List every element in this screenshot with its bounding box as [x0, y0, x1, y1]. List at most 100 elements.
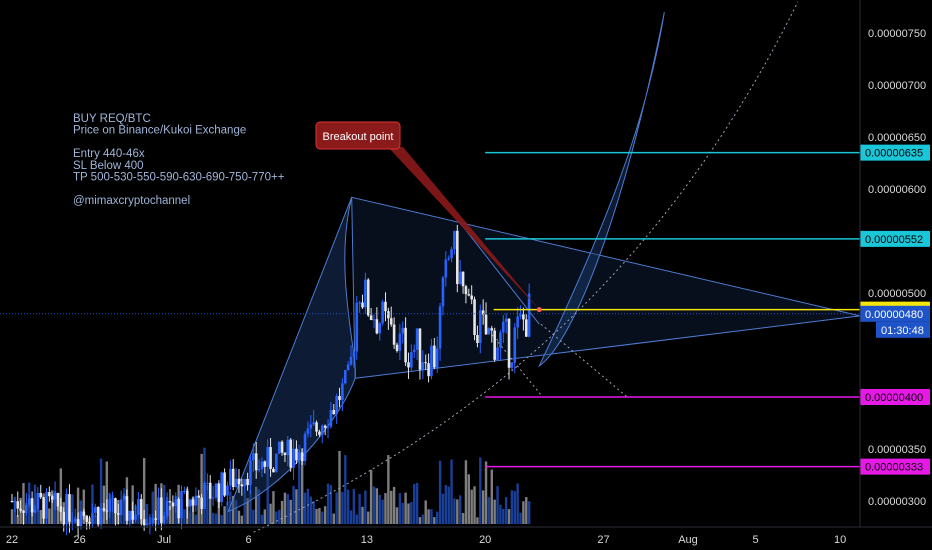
candle-body[interactable] [39, 492, 43, 498]
candle-body[interactable] [99, 508, 103, 525]
candle-body[interactable] [269, 447, 272, 469]
candle-body[interactable] [194, 495, 198, 506]
candle-body[interactable] [137, 499, 140, 515]
candle-body[interactable] [384, 301, 387, 312]
candle-body[interactable] [111, 498, 114, 500]
candle-body[interactable] [62, 511, 66, 525]
candle-body[interactable] [260, 461, 264, 470]
candle-body[interactable] [114, 498, 117, 514]
candle-body[interactable] [117, 513, 120, 515]
candle-body[interactable] [128, 510, 132, 521]
candle-body[interactable] [381, 301, 384, 324]
candle-body[interactable] [415, 328, 419, 350]
candle-body[interactable] [19, 508, 22, 511]
candle-body[interactable] [237, 478, 241, 485]
candle-body[interactable] [30, 498, 34, 513]
candle-body[interactable] [65, 494, 68, 525]
candle-body[interactable] [493, 330, 496, 360]
candle-body[interactable] [303, 433, 307, 462]
candle-body[interactable] [499, 332, 502, 348]
candle-body[interactable] [470, 295, 473, 300]
candle-body[interactable] [427, 363, 430, 377]
candle-body[interactable] [162, 515, 166, 523]
candle-body[interactable] [309, 424, 313, 429]
candle-body[interactable] [185, 490, 189, 507]
candle-body[interactable] [484, 314, 488, 335]
candle-body[interactable] [516, 316, 519, 328]
candle-body[interactable] [404, 327, 407, 363]
candle-body[interactable] [142, 519, 146, 526]
candle-body[interactable] [300, 452, 304, 462]
candle-body[interactable] [266, 447, 269, 467]
candle-body[interactable] [341, 383, 344, 401]
candle-body[interactable] [501, 321, 505, 333]
candle-body[interactable] [168, 501, 172, 503]
candle-body[interactable] [249, 460, 252, 486]
candle-body[interactable] [165, 501, 169, 516]
candle-body[interactable] [102, 508, 106, 511]
candle-body[interactable] [349, 356, 353, 365]
candle-body[interactable] [473, 299, 476, 335]
candle-body[interactable] [157, 497, 160, 520]
candle-body[interactable] [22, 510, 25, 513]
candle-body[interactable] [510, 362, 514, 368]
candle-body[interactable] [461, 271, 465, 287]
candle-body[interactable] [139, 499, 143, 520]
candle-body[interactable] [412, 349, 416, 353]
candle-body[interactable] [524, 319, 528, 337]
candle-body[interactable] [33, 509, 37, 513]
candle-body[interactable] [378, 323, 382, 334]
candle-body[interactable] [16, 501, 20, 509]
candle-body[interactable] [355, 302, 359, 352]
candle-body[interactable] [94, 507, 97, 513]
candle-body[interactable] [361, 302, 364, 308]
candle-body[interactable] [151, 518, 155, 524]
candle-body[interactable] [424, 362, 428, 364]
candle-body[interactable] [332, 410, 336, 415]
candle-body[interactable] [392, 324, 396, 345]
candle-body[interactable] [180, 491, 183, 519]
candle-body[interactable] [234, 478, 238, 488]
candle-body[interactable] [206, 482, 209, 484]
candle-body[interactable] [306, 428, 310, 434]
candle-body[interactable] [134, 514, 137, 520]
candle-body[interactable] [453, 230, 456, 250]
candle-body[interactable] [430, 345, 433, 377]
candle-body[interactable] [366, 279, 370, 316]
candle-body[interactable] [441, 277, 445, 307]
candle-body[interactable] [257, 469, 261, 471]
candle-body[interactable] [283, 452, 287, 456]
candle-body[interactable] [45, 492, 48, 519]
candle-body[interactable] [410, 352, 413, 368]
candle-body[interactable] [50, 496, 54, 500]
candle-body[interactable] [122, 496, 126, 500]
candle-body[interactable] [214, 483, 218, 498]
candle-body[interactable] [177, 499, 180, 519]
candle-body[interactable] [10, 501, 14, 502]
candle-body[interactable] [183, 490, 186, 492]
candle-body[interactable] [289, 439, 292, 468]
candle-body[interactable] [346, 364, 350, 370]
candle-body[interactable] [407, 362, 410, 368]
candle-body[interactable] [352, 351, 356, 357]
candle-body[interactable] [507, 318, 511, 368]
candle-body[interactable] [476, 334, 479, 344]
candle-body[interactable] [398, 333, 402, 351]
candle-body[interactable] [217, 483, 221, 502]
candle-body[interactable] [36, 492, 40, 510]
candle-body[interactable] [246, 478, 249, 486]
candle-body[interactable] [145, 523, 149, 526]
candle-body[interactable] [48, 492, 51, 497]
candle-body[interactable] [320, 425, 324, 435]
candle-body[interactable] [467, 294, 471, 296]
candle-body[interactable] [275, 453, 278, 473]
candle-body[interactable] [174, 499, 178, 507]
candle-body[interactable] [464, 286, 468, 295]
candle-body[interactable] [433, 345, 436, 368]
candle-body[interactable] [481, 310, 485, 315]
candle-body[interactable] [13, 501, 17, 503]
candle-body[interactable] [171, 502, 175, 507]
candle-body[interactable] [208, 482, 212, 499]
candle-body[interactable] [496, 347, 499, 360]
